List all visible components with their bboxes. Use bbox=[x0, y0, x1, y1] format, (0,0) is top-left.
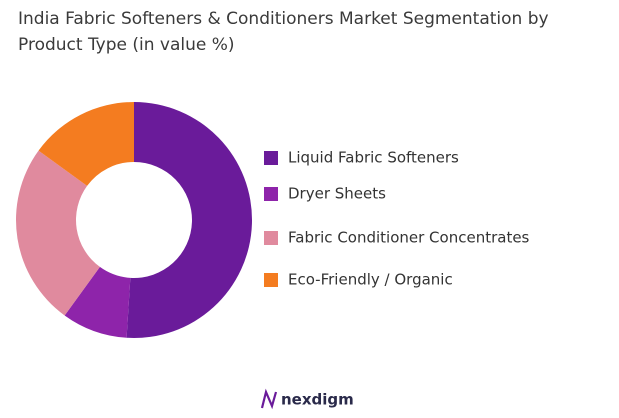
legend-swatch bbox=[264, 187, 278, 201]
legend-swatch bbox=[264, 151, 278, 165]
legend-label: Eco-Friendly / Organic bbox=[288, 271, 453, 289]
legend-label: Liquid Fabric Softeners bbox=[288, 149, 459, 167]
donut-segment bbox=[38, 102, 134, 186]
legend-label: Dryer Sheets bbox=[288, 185, 386, 203]
donut-segment bbox=[64, 266, 131, 338]
brand-name: nexdigm bbox=[281, 391, 354, 409]
chart-title: India Fabric Softeners & Conditioners Ma… bbox=[18, 9, 549, 55]
brand-logo: nexdigm bbox=[260, 388, 354, 410]
donut-segment bbox=[15, 150, 100, 316]
legend-swatch bbox=[264, 273, 278, 287]
donut-segment bbox=[126, 102, 253, 339]
legend-swatch bbox=[264, 231, 278, 245]
legend-label: Fabric Conditioner Concentrates bbox=[288, 229, 530, 247]
brand-icon bbox=[260, 388, 278, 410]
